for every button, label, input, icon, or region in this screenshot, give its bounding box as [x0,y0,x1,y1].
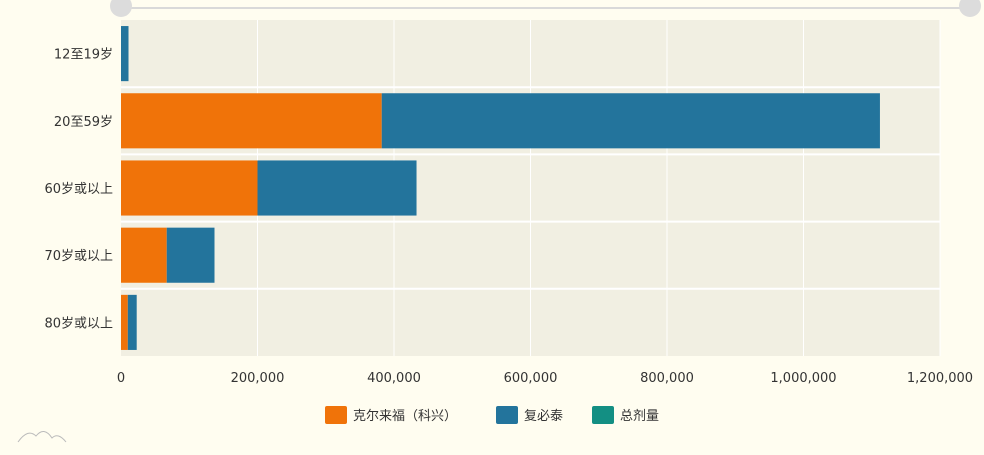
zoom-slider-left-handle[interactable] [110,0,132,17]
zoom-slider-right-handle[interactable] [959,0,981,17]
legend-swatch [496,406,518,424]
legend-item[interactable]: 复必泰 [496,406,563,424]
bar-segment[interactable] [121,227,167,283]
y-axis-tick-labels: 12至19岁 20至59岁 60岁或以上 70岁或以上 80岁或以上 [44,48,113,332]
credits-logo-icon [17,431,67,443]
legend-label: 总剂量 [620,409,659,424]
legend-label: 克尔来福（科兴） [353,409,457,424]
legend-swatch [325,406,347,424]
legend-item[interactable]: 克尔来福（科兴） [325,406,457,424]
legend-label: 复必泰 [524,409,563,424]
bar-segment[interactable] [121,93,382,149]
bar-segment[interactable] [127,294,137,350]
x-tick-label: 1,000,000 [770,371,836,386]
bars [121,26,880,350]
bar-segment[interactable] [121,160,258,216]
x-tick-label: 200,000 [231,371,285,386]
x-tick-label: 0 [117,371,125,386]
y-tick-label: 70岁或以上 [44,249,113,264]
bar-segment[interactable] [381,93,880,149]
y-tick-label: 20至59岁 [54,115,113,130]
x-axis-tick-labels: 0 200,000 400,000 600,000 800,000 1,000,000 1,… [117,371,973,386]
legend: 克尔来福（科兴） 复必泰 总剂量 [325,406,659,424]
x-tick-label: 800,000 [640,371,694,386]
y-tick-label: 80岁或以上 [44,316,113,331]
y-tick-label: 12至19岁 [54,48,113,63]
bar-segment[interactable] [121,26,129,82]
legend-swatch [592,406,614,424]
x-tick-label: 400,000 [367,371,421,386]
bar-segment[interactable] [166,227,215,283]
x-tick-label: 1,200,000 [907,371,973,386]
x-tick-label: 600,000 [504,371,558,386]
legend-item[interactable]: 总剂量 [592,406,659,424]
bar-segment[interactable] [257,160,417,216]
y-tick-label: 60岁或以上 [44,182,113,197]
grid-lines [121,20,941,356]
bar-segment[interactable] [121,294,128,350]
